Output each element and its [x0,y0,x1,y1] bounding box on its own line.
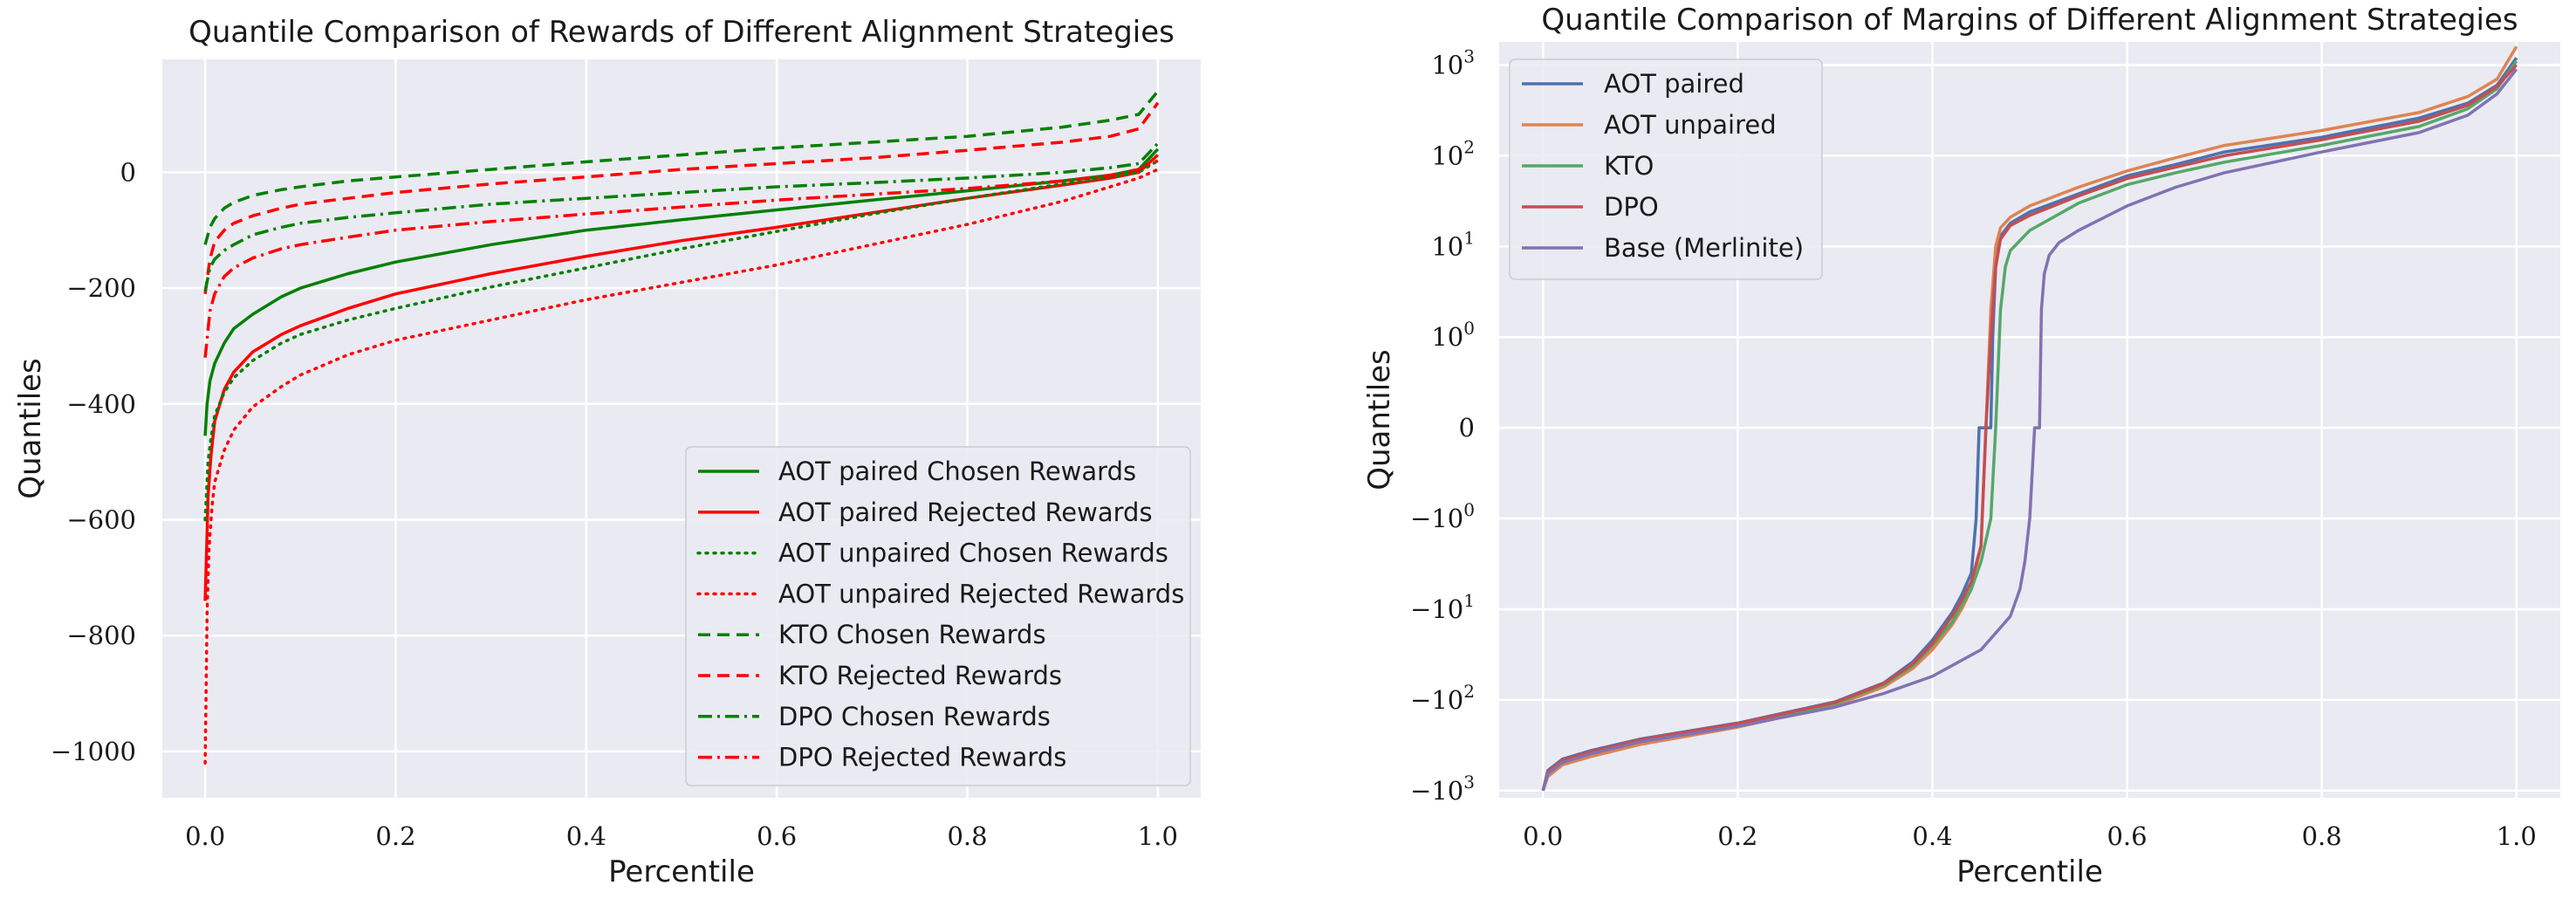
rewards-series-line [203,168,1160,765]
rewards-x-tick-label: 0.0 [185,821,225,851]
rewards-x-tick-label: 1.0 [1138,821,1178,851]
rewards-legend-label: KTO Chosen Rewards [778,620,1046,649]
rewards-series-line [203,141,1160,292]
margins-legend: AOT paired AOT unpaired KTO DPO Base (Merlin… [1509,58,1823,280]
margins-x-tick-label: 0.4 [1912,821,1952,851]
rewards-y-tick-label: −800 [66,621,136,650]
margins-series-line [1541,68,2518,792]
rewards-chart: 0.0 0.2 0.4 0.6 0.8 1.0 0 −200 −400 −600 −800 −100… [13,15,1201,889]
rewards-series-line [203,101,1160,294]
margins-y-axis-label: Quantiles [1362,349,1397,491]
margins-y-tick-label: 100 [1431,318,1475,352]
margins-y-tick-label: 0 [1459,413,1475,443]
rewards-y-axis-label: Quantiles [13,358,48,499]
margins-y-tick-label: 103 [1431,46,1475,80]
rewards-chart-title: Quantile Comparison of Rewards of Differ… [188,15,1175,50]
margins-x-tick-label: 0.0 [1523,821,1563,851]
margins-series-lines [1541,45,2518,792]
rewards-x-tick-label: 0.8 [947,821,987,851]
margins-chart: 0.0 0.2 0.4 0.6 0.8 1.0 103 102 101 100 0 −100 −101… [1362,3,2560,889]
margins-legend-label: AOT paired [1604,69,1744,99]
rewards-x-tick-label: 0.2 [375,821,415,851]
margins-x-tick-label: 1.0 [2497,821,2537,851]
rewards-y-tick-labels: 0 −200 −400 −600 −800 −1000 [51,157,136,766]
margins-x-tick-labels: 0.0 0.2 0.4 0.6 0.8 1.0 [1523,821,2537,851]
rewards-legend-box [685,446,1191,786]
rewards-series-line [203,159,1160,522]
rewards-x-tick-label: 0.4 [566,821,606,851]
margins-y-tick-label: −101 [1410,590,1475,624]
rewards-x-tick-label: 0.6 [757,821,797,851]
margins-legend-label: DPO [1604,192,1659,222]
margins-legend-label: AOT unpaired [1604,110,1777,140]
rewards-series-line [203,90,1160,245]
margins-series-line [1541,64,2518,792]
margins-legend-box [1509,58,1823,280]
margins-y-tick-label: −100 [1410,499,1475,533]
rewards-x-axis-label: Percentile [608,855,755,889]
margins-legend-label: KTO [1604,151,1654,181]
margins-x-tick-label: 0.2 [1717,821,1757,851]
margins-x-axis-label: Percentile [1956,855,2103,889]
margins-y-tick-label: −103 [1410,772,1475,806]
margins-x-tick-label: 0.8 [2302,821,2342,851]
rewards-legend-label: DPO Rejected Rewards [778,743,1066,772]
rewards-legend-label: AOT paired Rejected Rewards [778,498,1153,527]
margins-y-tick-label: 101 [1431,227,1475,261]
rewards-y-tick-label: −400 [66,389,136,419]
rewards-legend: AOT paired Chosen Rewards AOT paired Reje… [685,446,1191,786]
rewards-legend-label: KTO Rejected Rewards [778,661,1062,690]
rewards-y-tick-label: 0 [120,157,136,187]
rewards-y-tick-label: −600 [66,505,136,535]
margins-x-tick-label: 0.6 [2107,821,2147,851]
margins-chart-title: Quantile Comparison of Margins of Differ… [1541,3,2518,38]
margins-y-tick-label: −102 [1410,681,1475,715]
rewards-series-line [203,159,1159,358]
rewards-legend-label: AOT unpaired Chosen Rewards [778,539,1168,568]
margins-legend-label: Base (Merlinite) [1604,233,1804,263]
rewards-y-tick-label: −200 [66,273,136,303]
rewards-legend-label: AOT paired Chosen Rewards [778,456,1136,486]
margins-y-tick-label: 102 [1431,136,1475,170]
rewards-legend-label: DPO Chosen Rewards [778,702,1051,731]
margins-y-tick-labels: 103 102 101 100 0 −100 −101 −102 −103 [1410,46,1475,806]
rewards-x-tick-labels: 0.0 0.2 0.4 0.6 0.8 1.0 [185,821,1178,851]
rewards-legend-label: AOT unpaired Rejected Rewards [778,579,1184,608]
rewards-y-tick-label: −1000 [51,737,136,766]
rewards-series-lines [203,90,1160,765]
